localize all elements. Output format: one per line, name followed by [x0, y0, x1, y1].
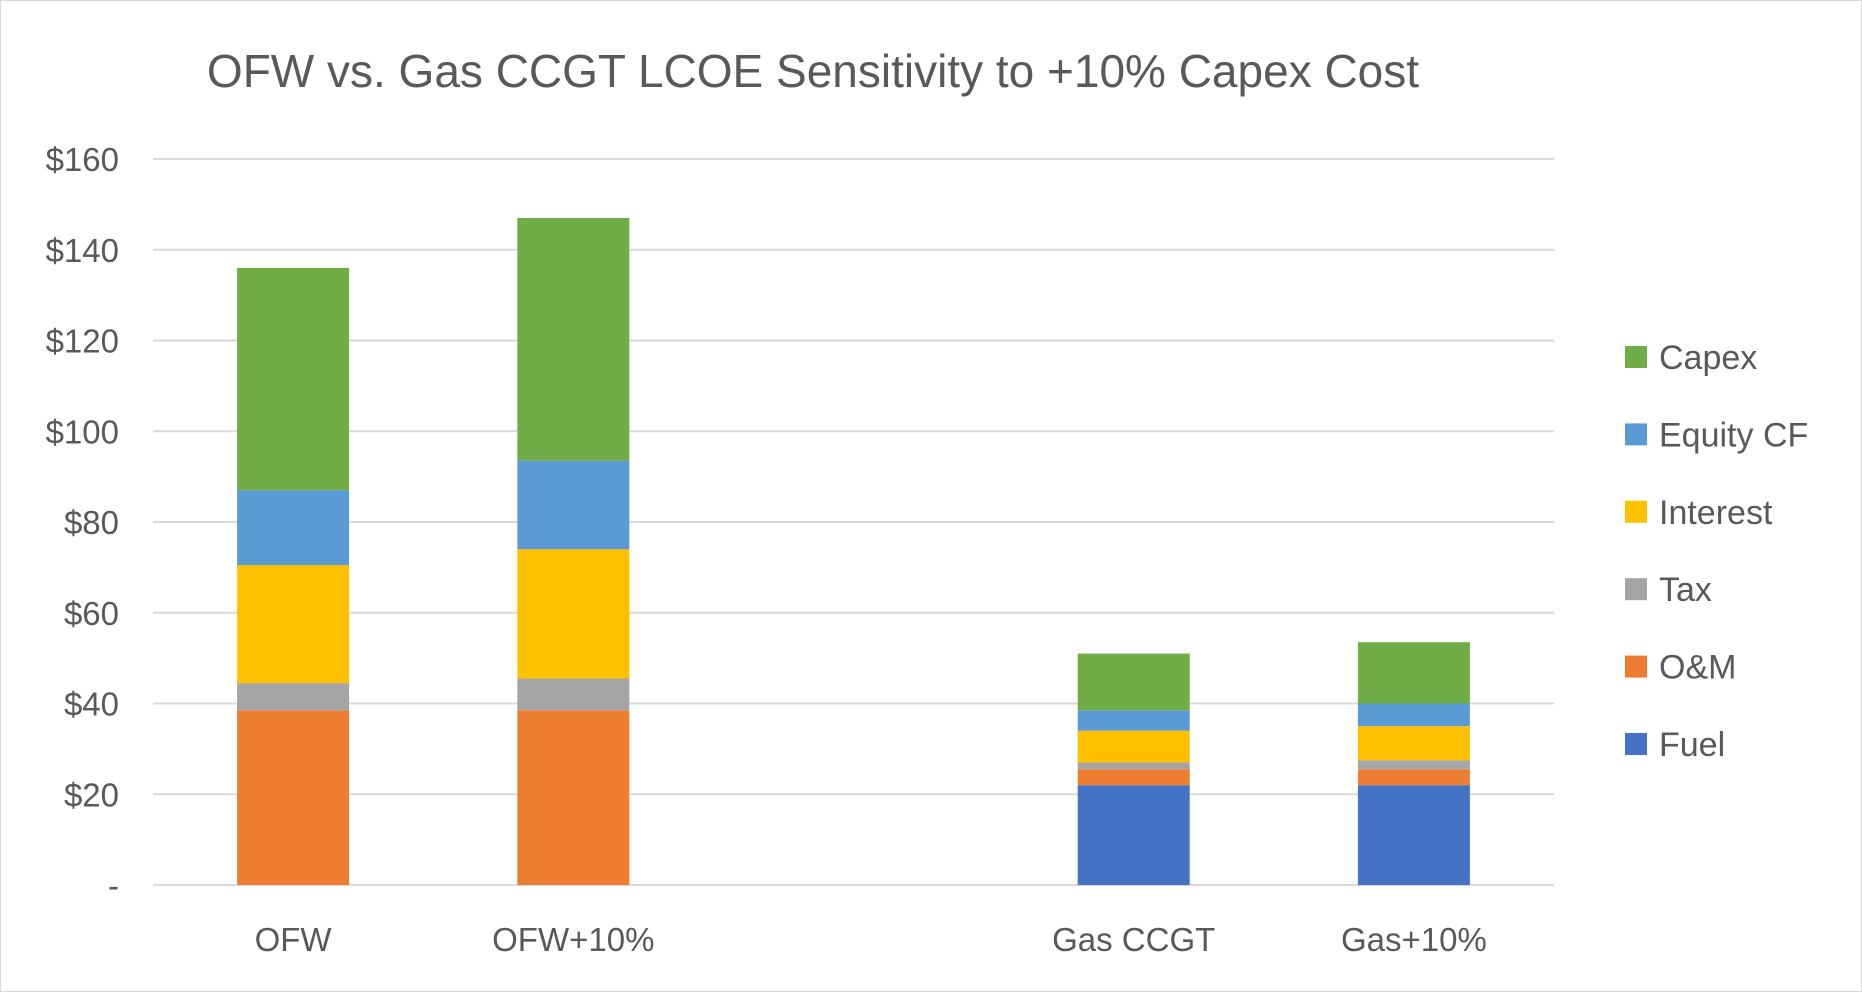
legend-label: Interest [1659, 494, 1773, 532]
legend: Capex Equity CF Interest Tax O&M Fuel [1625, 339, 1808, 764]
bar-segment-interest-4 [1357, 726, 1470, 761]
x-category-label: Gas CCGT [1052, 921, 1215, 958]
y-tick-label: $100 [46, 413, 119, 450]
legend-label: O&M [1659, 649, 1736, 687]
bar-segment-capex-4 [1357, 642, 1470, 704]
bar-segment-equity-cf-4 [1357, 703, 1470, 727]
bar-segment-capex-1 [237, 267, 350, 491]
legend-label: Fuel [1659, 726, 1725, 764]
bar-segment-tax-4 [1357, 760, 1470, 770]
bar-segment-interest-2 [517, 549, 630, 679]
bar-segment-capex-2 [517, 217, 630, 461]
y-tick-label: $140 [46, 232, 119, 269]
bar-segment-fuel-4 [1357, 785, 1470, 885]
bars [237, 217, 1470, 885]
chart-title: OFW vs. Gas CCGT LCOE Sensitivity to +10… [207, 45, 1419, 97]
x-category-label: Gas+10% [1341, 921, 1487, 958]
legend-label: Tax [1659, 571, 1712, 609]
bar-segment-equity-cf-3 [1077, 710, 1190, 731]
bar-segment-o-m-4 [1357, 769, 1470, 786]
y-tick-label: $20 [64, 776, 119, 813]
bar-segment-equity-cf-1 [237, 490, 350, 566]
bar-segment-interest-1 [237, 565, 350, 684]
bar-segment-tax-3 [1077, 762, 1190, 770]
legend-label: Equity CF [1659, 416, 1808, 454]
y-tick-label: $120 [46, 323, 119, 360]
y-tick-label: $80 [64, 504, 119, 541]
legend-swatch [1625, 578, 1647, 601]
y-tick-label: $40 [64, 686, 119, 723]
legend-swatch [1625, 423, 1647, 446]
y-tick-label: - [108, 867, 119, 904]
legend-swatch [1625, 346, 1647, 368]
bar-segment-o-m-2 [517, 710, 630, 885]
legend-swatch [1625, 733, 1647, 755]
bar-segment-tax-1 [237, 683, 350, 711]
bar-segment-o-m-1 [237, 710, 350, 885]
y-axis-tick-labels: - $20 $40 $60 $80 $100 $120 $140 $160 [46, 141, 119, 904]
gridlines [153, 158, 1554, 886]
x-axis-category-labels: OFW OFW+10% Gas CCGT Gas+10% [255, 921, 1487, 958]
y-tick-label: $60 [64, 595, 119, 632]
bar-segment-fuel-3 [1077, 785, 1190, 885]
x-category-label: OFW [255, 921, 333, 958]
bar-segment-interest-3 [1077, 730, 1190, 763]
y-tick-label: $160 [46, 141, 119, 178]
bar-segment-capex-3 [1077, 653, 1190, 711]
bar-segment-equity-cf-2 [517, 460, 630, 550]
legend-swatch [1625, 655, 1647, 678]
legend-swatch [1625, 500, 1647, 523]
legend-label: Capex [1659, 339, 1757, 377]
bar-segment-o-m-3 [1077, 769, 1190, 786]
x-category-label: OFW+10% [492, 921, 654, 958]
bar-segment-tax-2 [517, 678, 630, 711]
